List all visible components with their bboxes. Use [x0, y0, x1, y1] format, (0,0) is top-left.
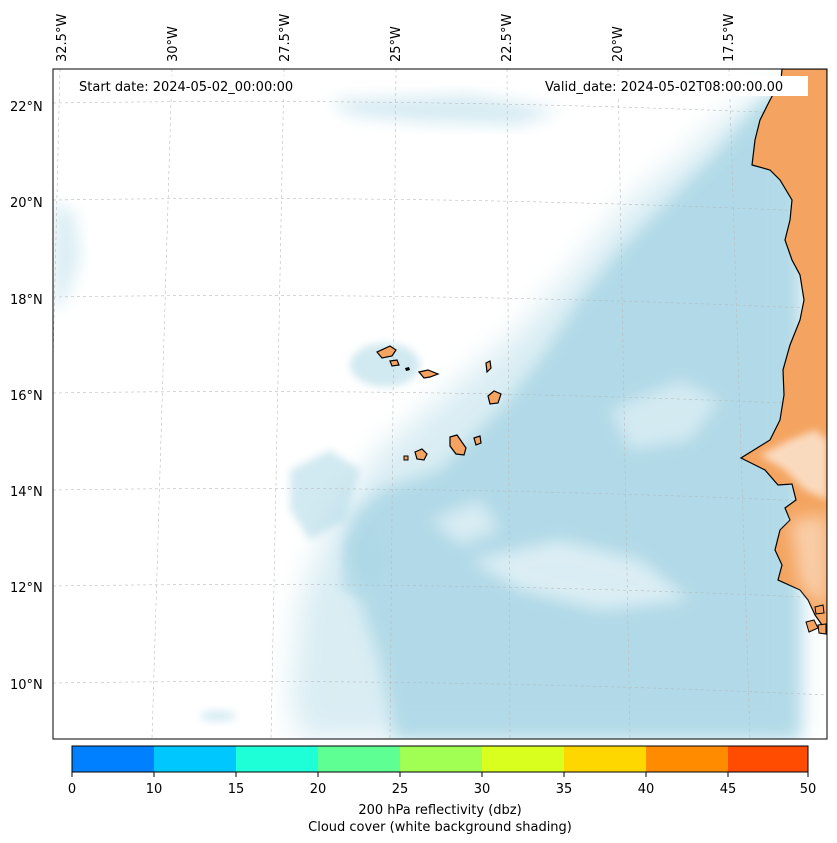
start-date-label: Start date: 2024-05-02_00:00:00	[79, 80, 293, 95]
meridian-30w	[151, 69, 173, 739]
valid-date-box	[540, 76, 808, 96]
clear-gap-3	[430, 500, 500, 545]
colorbar-tick-label: 0	[68, 782, 76, 797]
colorbar-swatches	[72, 746, 808, 772]
colorbar-label-line1: 200 hPa reflectivity (dbz)	[358, 803, 521, 818]
island-santa-luzia	[405, 367, 410, 371]
lat-label-12n: 12°N	[10, 581, 43, 596]
colorbar-tick-label: 15	[228, 782, 245, 797]
lon-label-17.5w: 17.5°W	[722, 14, 737, 62]
colorbar-tick-label: 35	[556, 782, 573, 797]
lon-label-32.5w: 32.5°W	[55, 14, 70, 62]
clear-gap-1	[470, 540, 690, 610]
lat-label-22n: 22°N	[10, 100, 43, 115]
cloud-patch-south	[200, 710, 236, 722]
meridian-25w	[389, 69, 397, 739]
colorbar-tick-label: 40	[638, 782, 655, 797]
lat-label-18n: 18°N	[10, 293, 43, 308]
lon-labels: 32.5°W 30°W 27.5°W 25°W 22.5°W 20°W 17.5…	[55, 14, 737, 62]
colorbar-tick-label: 20	[310, 782, 327, 797]
island-santo-antao	[376, 345, 397, 359]
map-panel: Start date: 2024-05-02_00:00:00 Valid_da…	[53, 69, 827, 739]
parallel-14n	[53, 488, 827, 503]
island-maio	[473, 435, 482, 446]
colorbar-ticks	[71, 772, 809, 777]
meridian-17.5w	[728, 69, 751, 739]
lat-label-14n: 14°N	[10, 485, 43, 500]
senegal-green-coast	[760, 430, 827, 500]
lon-label-27.5w: 27.5°W	[278, 14, 293, 62]
clear-gap-2	[610, 380, 720, 450]
meridian-22.5w	[506, 69, 511, 739]
lon-label-30w: 30°W	[166, 26, 181, 62]
graticule	[53, 69, 827, 739]
lon-label-25w: 25°W	[389, 26, 404, 62]
colorbar-swatch-7	[646, 746, 728, 772]
colorbar-swatch-0	[72, 746, 154, 772]
colorbar-frame	[71, 745, 809, 773]
cloud-band-north	[330, 95, 560, 125]
colorbar-swatch-1	[154, 746, 236, 772]
parallel-16n	[53, 391, 827, 406]
meridian-20w	[617, 69, 631, 739]
island-sal	[485, 360, 492, 374]
land-layer	[376, 69, 827, 635]
island-brava	[403, 455, 409, 461]
colorbar-swatch-8	[728, 746, 808, 772]
island-fogo	[414, 448, 428, 461]
parallel-12n	[53, 584, 827, 599]
cloud-streak-sw	[340, 520, 385, 600]
parallel-10n	[53, 681, 827, 696]
map-frame	[52, 68, 828, 740]
island-sao-nicolau	[417, 369, 440, 379]
colorbar-tick-labels: 0 10 15 20 25 30 35 40 45 50	[68, 782, 816, 797]
parallel-18n	[53, 295, 827, 310]
island-bissagos-2	[814, 604, 825, 615]
start-date-box	[74, 76, 316, 96]
cloud-streak-west	[290, 450, 360, 540]
island-santiago	[449, 434, 467, 456]
lat-label-20n: 20°N	[10, 196, 43, 211]
island-sao-vicente	[389, 359, 400, 367]
cloud-cover-layer	[53, 80, 800, 739]
meridian-27.5w	[270, 69, 285, 739]
lat-label-16n: 16°N	[10, 389, 43, 404]
colorbar-tick-label: 30	[474, 782, 491, 797]
island-boa-vista	[487, 390, 502, 405]
parallel-20n	[53, 198, 827, 213]
colorbar-tick-label: 25	[392, 782, 409, 797]
colorbar-label-line2: Cloud cover (white background shading)	[308, 820, 572, 835]
colorbar-tick-label: 10	[146, 782, 163, 797]
island-bissagos-3	[817, 623, 827, 635]
colorbar-swatch-2	[236, 746, 318, 772]
coast-south-shade	[790, 515, 827, 610]
colorbar-tick-label: 45	[720, 782, 737, 797]
valid-date-label: Valid_date: 2024-05-02T08:00:00.00	[545, 80, 783, 95]
cloud-band-west	[53, 200, 80, 310]
lat-label-10n: 10°N	[10, 678, 43, 693]
cloud-mass-outer	[290, 80, 800, 739]
colorbar-swatch-3	[318, 746, 400, 772]
lon-label-22.5w: 22.5°W	[500, 14, 515, 62]
colorbar-swatch-5	[482, 746, 564, 772]
cloud-patch-islands	[350, 343, 420, 387]
parallel-22n	[53, 101, 827, 116]
colorbar-swatch-4	[400, 746, 482, 772]
colorbar: 0 10 15 20 25 30 35 40 45 50 200 hPa ref…	[68, 745, 816, 835]
lat-labels: 22°N 20°N 18°N 16°N 14°N 12°N 10°N	[10, 100, 43, 693]
lon-label-20w: 20°W	[611, 26, 626, 62]
colorbar-swatch-6	[564, 746, 646, 772]
colorbar-tick-label: 50	[800, 782, 817, 797]
